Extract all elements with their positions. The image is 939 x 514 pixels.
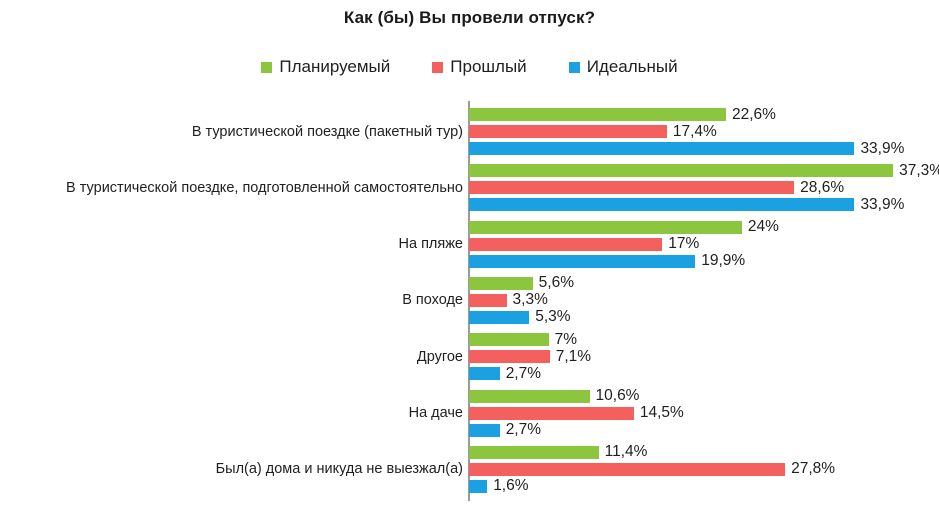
bar-row: 19,9% xyxy=(469,252,939,270)
bar-value-label: 3,3% xyxy=(512,291,548,309)
bar-value-label: 11,4% xyxy=(604,443,648,461)
bar-planned[interactable] xyxy=(469,108,726,121)
legend-item-ideal[interactable]: Идеальный xyxy=(568,57,678,77)
bar-row: 7% xyxy=(469,330,939,348)
bar-value-label: 27,8% xyxy=(791,460,836,478)
legend-swatch-ideal xyxy=(568,61,580,73)
legend-item-past[interactable]: Прошлый xyxy=(432,57,527,77)
legend-label-ideal: Идеальный xyxy=(586,57,678,76)
chart-legend: Планируемый Прошлый Идеальный xyxy=(0,57,939,77)
bar-past[interactable] xyxy=(469,237,663,251)
bar-past[interactable] xyxy=(469,462,786,476)
bar-ideal[interactable] xyxy=(469,254,696,268)
bar-row: 5,3% xyxy=(469,308,939,326)
bar-row: 28,6% xyxy=(469,178,939,196)
bar-group: В туристической поездке, подготовленной … xyxy=(0,161,939,213)
bar-planned[interactable] xyxy=(469,164,894,178)
bar-group: Был(а) дома и никуда не выезжал(а) 11,4% 2… xyxy=(0,443,939,495)
bar-past[interactable] xyxy=(469,350,550,364)
bar-ideal[interactable] xyxy=(469,423,500,437)
bar-row: 2,7% xyxy=(469,364,939,382)
bar-past[interactable] xyxy=(469,181,795,195)
bar-planned[interactable] xyxy=(469,276,533,290)
bar-row: 11,4% xyxy=(469,443,939,461)
bar-group: В походе 5,6% 3,3% 5,3% xyxy=(0,274,939,326)
bar-value-label: 28,6% xyxy=(800,178,845,196)
bar-value-label: 17,4% xyxy=(672,122,717,140)
bar-row: 17% xyxy=(469,235,939,253)
bar-row: 37,3% xyxy=(469,161,939,179)
bar-row: 1,6% xyxy=(469,477,939,495)
bar-row: 17,4% xyxy=(469,122,939,140)
category-label: Был(а) дома и никуда не выезжал(а) xyxy=(215,461,463,478)
category-label: В туристической поездке (пакетный тур) xyxy=(191,123,463,140)
bar-row: 10,6% xyxy=(469,387,939,404)
bar-value-label: 14,5% xyxy=(639,404,684,421)
bar-past[interactable] xyxy=(469,406,634,420)
bar-value-label: 10,6% xyxy=(595,387,640,404)
bar-ideal[interactable] xyxy=(469,479,488,493)
bar-row: 2,7% xyxy=(469,421,939,438)
bar-row: 5,6% xyxy=(469,274,939,292)
bar-ideal[interactable] xyxy=(469,198,855,212)
bar-ideal[interactable] xyxy=(469,310,530,324)
bar-value-label: 22,6% xyxy=(731,105,776,123)
bar-value-label: 2,7% xyxy=(505,364,542,382)
bar-value-label: 5,3% xyxy=(535,308,571,326)
bar-value-label: 7,1% xyxy=(555,347,592,365)
category-label: На даче xyxy=(408,405,463,421)
legend-swatch-planned xyxy=(261,61,273,73)
bar-value-label: 24% xyxy=(747,218,779,236)
category-label: На пляже xyxy=(398,236,464,253)
bar-value-label: 37,3% xyxy=(899,161,939,179)
bar-ideal[interactable] xyxy=(469,367,500,381)
bar-past[interactable] xyxy=(469,293,507,307)
category-label: В туристической поездке, подготовленной … xyxy=(66,179,463,196)
bar-row: 33,9% xyxy=(469,195,939,213)
category-axis-line xyxy=(468,101,470,501)
bar-planned[interactable] xyxy=(469,333,549,347)
bar-value-label: 5,6% xyxy=(538,274,575,292)
bar-group: На даче 10,6% 14,5% 2,7% xyxy=(0,387,939,438)
category-label: В походе xyxy=(402,292,463,309)
bar-value-label: 33,9% xyxy=(860,139,905,157)
legend-swatch-past xyxy=(432,61,444,73)
bar-value-label: 19,9% xyxy=(701,252,746,270)
legend-label-past: Прошлый xyxy=(450,57,527,76)
bar-value-label: 7% xyxy=(554,330,577,348)
bar-row: 3,3% xyxy=(469,291,939,309)
bar-row: 22,6% xyxy=(469,105,939,123)
bar-planned[interactable] xyxy=(469,445,599,459)
bar-group: Другое 7% 7,1% 2,7% xyxy=(0,330,939,382)
bar-past[interactable] xyxy=(469,125,667,138)
bar-row: 24% xyxy=(469,218,939,236)
bar-group: На пляже 24% 17% 19,9% xyxy=(0,218,939,270)
bar-value-label: 17% xyxy=(668,235,700,253)
legend-item-planned[interactable]: Планируемый xyxy=(261,57,390,77)
bar-value-label: 1,6% xyxy=(493,477,529,495)
bar-planned[interactable] xyxy=(469,220,742,234)
bar-row: 7,1% xyxy=(469,347,939,365)
bar-value-label: 33,9% xyxy=(860,195,905,213)
bar-row: 33,9% xyxy=(469,139,939,157)
chart-title: Как (бы) Вы провели отпуск? xyxy=(343,8,596,27)
category-label: Другое xyxy=(416,348,463,365)
legend-label-planned: Планируемый xyxy=(279,57,391,76)
bar-group: В туристической поездке (пакетный тур) 22… xyxy=(0,105,939,157)
bar-value-label: 2,7% xyxy=(505,421,542,438)
bar-ideal[interactable] xyxy=(469,142,855,155)
bar-planned[interactable] xyxy=(469,389,590,403)
bar-row: 14,5% xyxy=(469,404,939,421)
bar-row: 27,8% xyxy=(469,460,939,478)
